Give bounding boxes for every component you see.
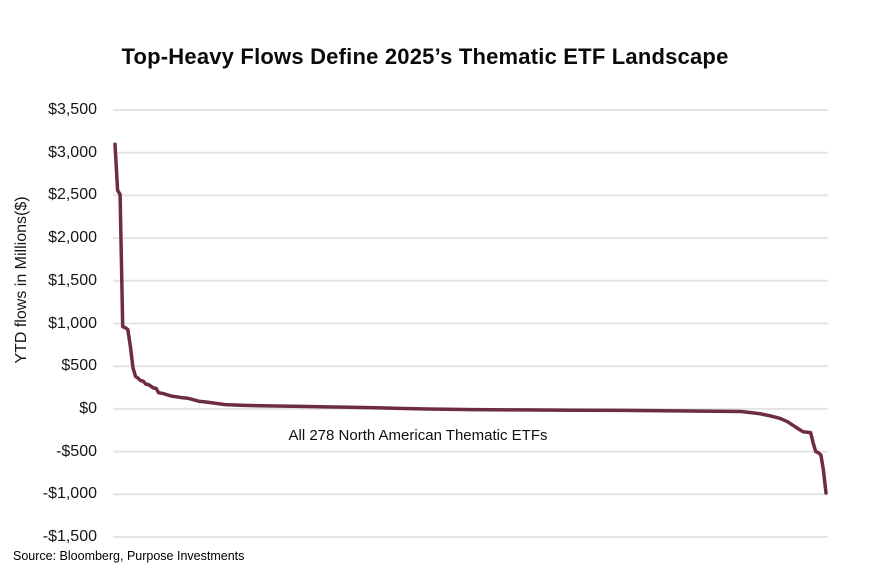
y-tick-label: -$500 [56, 442, 97, 460]
y-tick-label: -$1,500 [42, 528, 97, 545]
y-tick-label: $3,500 [48, 101, 97, 118]
flows-line-series [113, 142, 828, 495]
y-tick-label: $3,000 [48, 143, 97, 161]
chart-title: Top-Heavy Flows Define 2025’s Thematic E… [121, 44, 729, 69]
y-tick-label: $0 [79, 399, 97, 417]
y-tick-label: -$1,000 [42, 485, 97, 503]
y-tick-label: $2,500 [48, 186, 97, 204]
chart-annotation: All 278 North American Thematic ETFs [288, 427, 548, 444]
y-tick-label: $500 [61, 357, 97, 375]
y-tick-label: $1,500 [48, 271, 97, 289]
y-tick-label: $2,000 [48, 229, 97, 247]
y-tick-label: $1,000 [48, 314, 97, 332]
source-note: Source: Bloomberg, Purpose Investments [13, 549, 245, 563]
